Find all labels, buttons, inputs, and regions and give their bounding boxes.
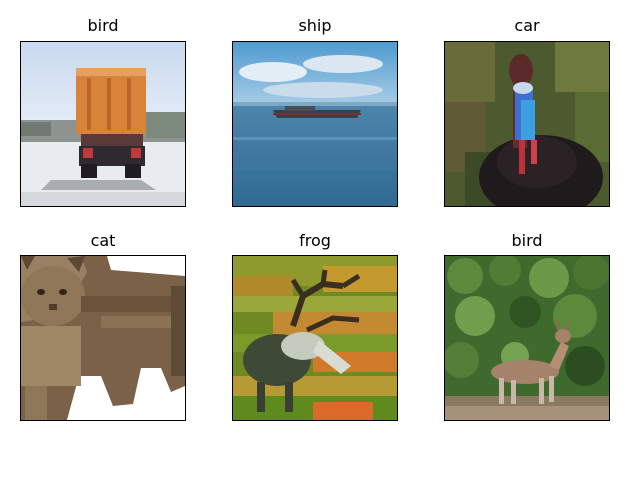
panel-image-ship [232,41,398,207]
panel-title-5: frog [299,231,331,250]
panel-title-1: bird [87,16,119,35]
panel-title-6: bird [511,231,543,250]
panel-image-deer-antlers [232,255,398,421]
panel-image-truck [20,41,186,207]
panel-title-4: cat [90,231,116,250]
panel-image-cat [20,255,186,421]
panel-title-3: car [514,16,540,35]
panel-title-2: ship [298,16,332,35]
panel-image-cassowary [444,41,610,207]
panel-image-small-deer [444,255,610,421]
